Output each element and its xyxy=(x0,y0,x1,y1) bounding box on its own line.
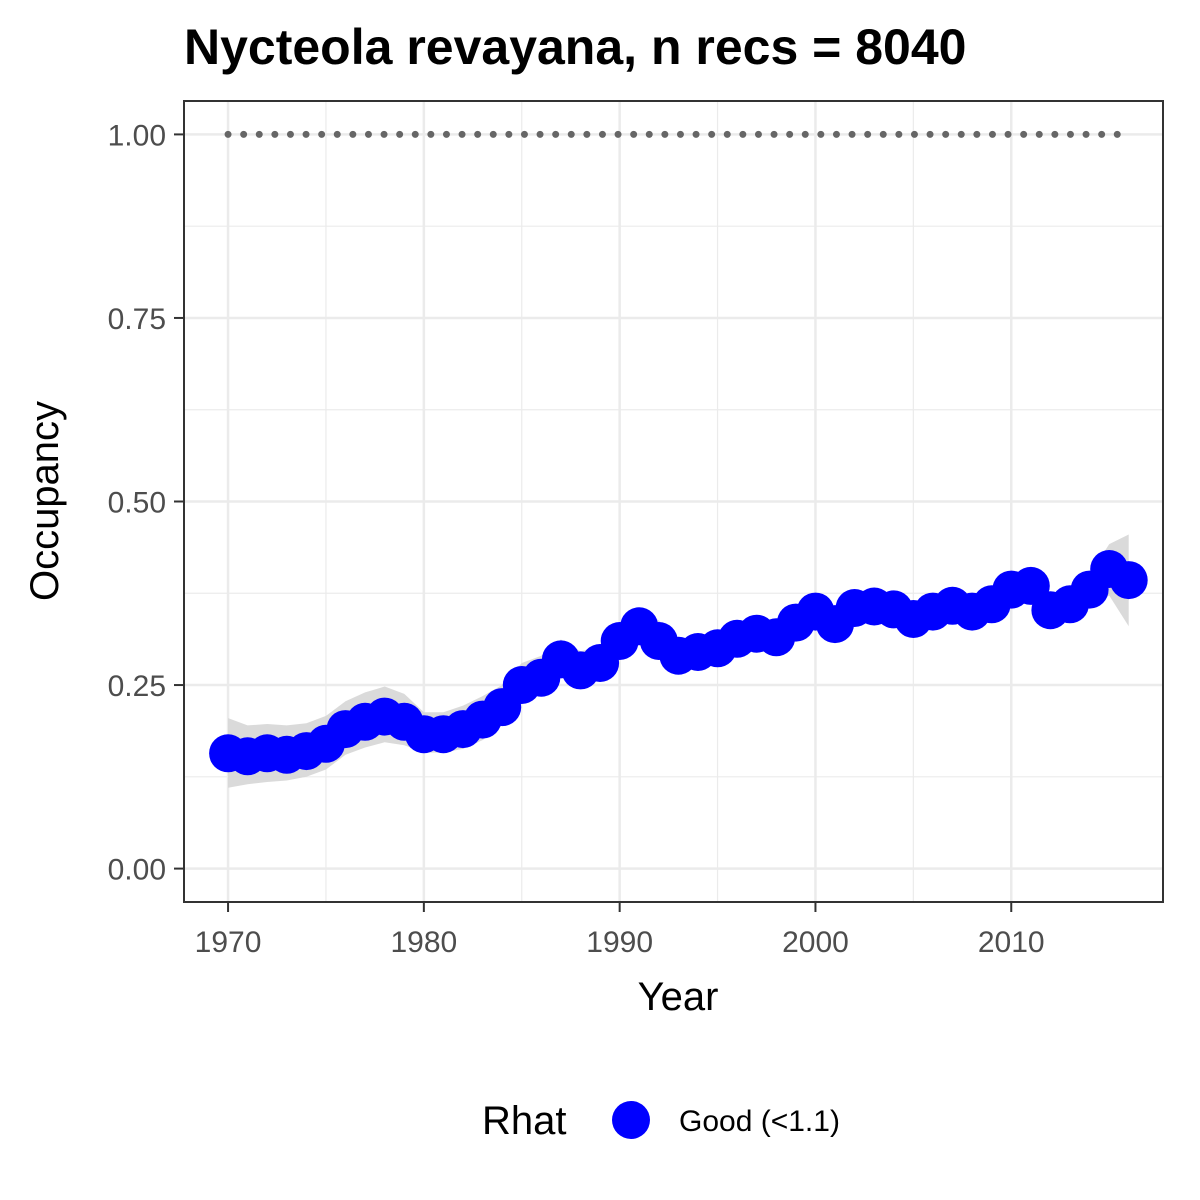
data-points-layer xyxy=(209,550,1148,776)
y-tick-label: 0.00 xyxy=(108,854,166,887)
legend-title: Rhat xyxy=(482,1099,567,1143)
legend: Rhat Good (<1.1) xyxy=(482,1099,840,1143)
data-point xyxy=(1109,561,1148,600)
legend-key-good-icon xyxy=(612,1101,650,1139)
axes: 0.00 0.25 0.50 0.75 1.00 1970 1980 1990 2000 2010 xyxy=(108,119,1045,959)
x-tick-label: 2000 xyxy=(782,926,849,959)
grid xyxy=(184,101,1163,902)
y-tick-label: 0.50 xyxy=(108,487,166,520)
y-tick-label: 1.00 xyxy=(108,119,166,152)
x-tick-label: 1990 xyxy=(586,926,653,959)
y-axis-title: Occupancy xyxy=(23,401,67,601)
y-tick-label: 0.25 xyxy=(108,670,166,703)
x-axis-title: Year xyxy=(638,975,719,1019)
y-tick-label: 0.75 xyxy=(108,303,166,336)
x-tick-label: 1970 xyxy=(195,926,262,959)
chart-title: Nycteola revayana, n recs = 8040 xyxy=(184,19,966,75)
x-tick-label: 1980 xyxy=(390,926,457,959)
x-tick-label: 2010 xyxy=(978,926,1045,959)
legend-label-good: Good (<1.1) xyxy=(679,1105,840,1138)
